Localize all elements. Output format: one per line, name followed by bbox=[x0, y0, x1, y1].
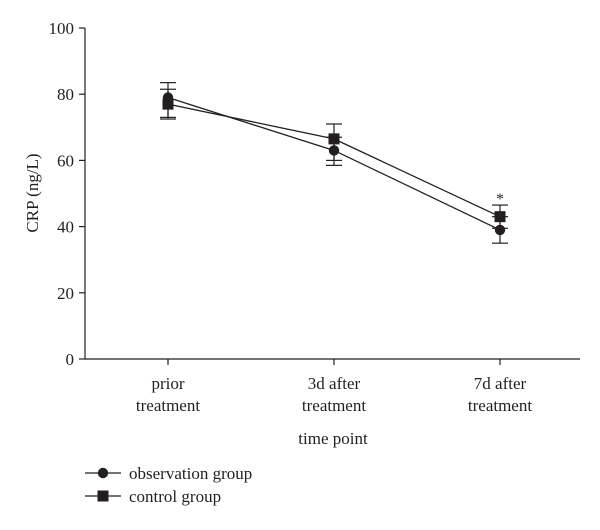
axes bbox=[84, 28, 580, 360]
y-tick-label: 20 bbox=[57, 284, 74, 303]
x-tick-label: treatment bbox=[136, 396, 200, 415]
data-point-square bbox=[494, 211, 506, 223]
error-bars bbox=[160, 82, 508, 244]
x-axis-title: time point bbox=[298, 429, 368, 448]
legend-label: control group bbox=[129, 487, 221, 506]
legend: observation group control group bbox=[85, 464, 252, 506]
y-tick-label: 40 bbox=[57, 218, 74, 237]
y-axis-ticks: 0 20 40 60 80 100 bbox=[49, 19, 85, 369]
legend-circle-marker bbox=[97, 467, 109, 479]
x-tick-label: treatment bbox=[302, 396, 366, 415]
x-tick-label: 7d after bbox=[474, 374, 527, 393]
data-point-circle bbox=[328, 145, 340, 156]
legend-square-marker bbox=[97, 490, 109, 502]
significance-mark: * bbox=[496, 191, 504, 208]
x-tick-label: prior bbox=[151, 374, 184, 393]
y-tick-label: 60 bbox=[57, 151, 74, 170]
series-markers bbox=[162, 92, 506, 236]
y-axis-title: CRP (ng/L) bbox=[23, 153, 42, 232]
y-tick-label: 0 bbox=[66, 350, 75, 369]
x-axis-ticks: prior treatment 3d after treatment 7d after t… bbox=[136, 359, 532, 415]
y-tick-label: 80 bbox=[57, 85, 74, 104]
x-tick-label: treatment bbox=[468, 396, 532, 415]
data-point-square bbox=[162, 98, 174, 110]
legend-label: observation group bbox=[129, 464, 252, 483]
annotations: * bbox=[496, 191, 504, 208]
x-tick-label: 3d after bbox=[308, 374, 361, 393]
data-point-square bbox=[328, 133, 340, 145]
data-point-circle bbox=[494, 224, 506, 236]
y-tick-label: 100 bbox=[49, 19, 75, 38]
